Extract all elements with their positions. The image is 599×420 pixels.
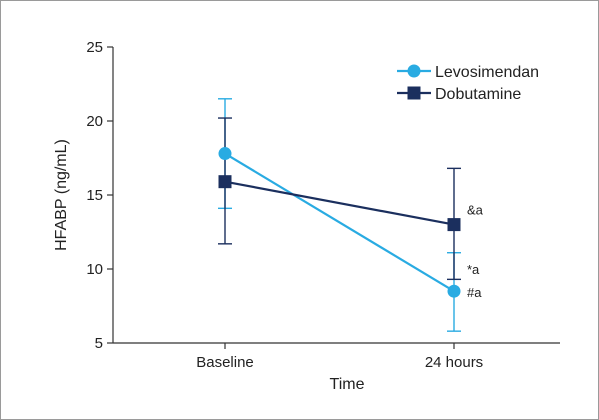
x-tick-label: Baseline <box>196 354 254 371</box>
y-tick-label: 20 <box>86 113 103 130</box>
legend-marker-dobutamine <box>407 86 421 100</box>
dobutamine-annotation: &a <box>467 203 484 218</box>
levosimendan-point <box>218 147 232 161</box>
dobutamine-point <box>218 175 232 189</box>
levosimendan-series-line <box>224 152 455 293</box>
levosimendan-annotation: #a <box>467 285 482 300</box>
y-tick-label: 5 <box>95 335 103 352</box>
y-axis-title: HFABP (ng/mL) <box>53 139 70 251</box>
legend-label-levosimendan: Levosimendan <box>435 64 539 81</box>
y-tick-label: 10 <box>86 261 103 278</box>
dobutamine-series-line <box>224 180 455 226</box>
y-tick-label: 25 <box>86 39 103 56</box>
y-tick-label: 15 <box>86 187 103 204</box>
legend-label-dobutamine: Dobutamine <box>435 86 521 103</box>
annotation: *a <box>467 262 480 277</box>
legend-marker-levosimendan <box>407 64 421 78</box>
levosimendan-point <box>447 284 461 298</box>
dobutamine-point <box>447 218 461 232</box>
x-tick-label: 24 hours <box>425 354 483 371</box>
x-axis-title: Time <box>330 376 365 393</box>
